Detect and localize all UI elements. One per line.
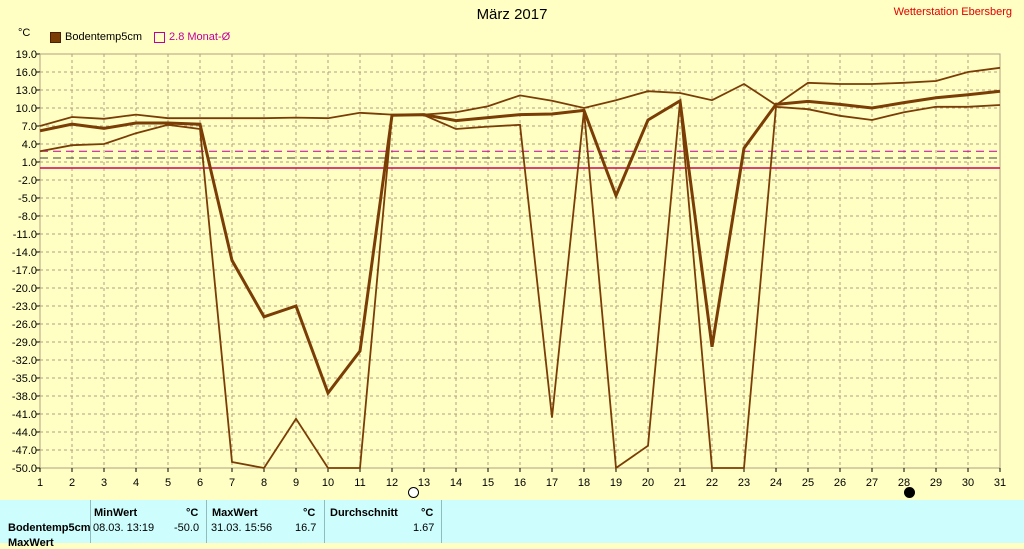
max-header: MaxWert [212, 507, 258, 519]
y-tick-label: 19.0 [16, 49, 37, 61]
max-value: 16.7 [295, 522, 317, 534]
legend-avg-label: 2.8 Monat-Ø [169, 31, 231, 43]
x-tick-label: 30 [962, 477, 974, 489]
x-tick-label: 13 [418, 477, 430, 489]
x-tick-label: 28 [898, 477, 910, 489]
stats-row-label: Bodentemp5cm [8, 522, 91, 534]
x-tick-label: 31 [994, 477, 1006, 489]
stats-next-row-label: MaxWert [8, 537, 54, 549]
y-tick-label: -38.0 [12, 391, 37, 403]
x-tick-label: 12 [386, 477, 398, 489]
x-tick-label: 15 [482, 477, 494, 489]
y-tick-label: -44.0 [12, 427, 37, 439]
full-moon-icon [408, 487, 419, 498]
y-tick-label: -11.0 [13, 229, 37, 241]
x-tick-label: 24 [770, 477, 782, 489]
y-tick-label: -32.0 [12, 355, 37, 367]
legend-series-label: Bodentemp5cm [65, 31, 143, 43]
y-tick-label: 4.0 [22, 139, 37, 151]
station-name: Wetterstation Ebersberg [893, 6, 1012, 18]
y-tick-label: -14.0 [12, 247, 37, 259]
x-tick-label: 21 [674, 477, 686, 489]
x-tick-label: 25 [802, 477, 814, 489]
legend-series-swatch [50, 31, 61, 43]
series-line-min [39, 101, 1001, 470]
y-axis-unit: °C [18, 27, 31, 39]
x-tick-label: 19 [610, 477, 622, 489]
y-tick-label: 10.0 [16, 103, 37, 115]
y-tick-label: -17.0 [12, 265, 37, 277]
x-tick-label: 26 [834, 477, 846, 489]
x-tick-label: 3 [101, 477, 107, 489]
x-tick-label: 22 [706, 477, 718, 489]
x-tick-label: 2 [69, 477, 75, 489]
series-line-max [39, 66, 1001, 127]
x-tick-label: 20 [642, 477, 654, 489]
x-tick-label: 9 [293, 477, 299, 489]
y-tick-label: -50.0 [12, 463, 37, 475]
x-tick-label: 23 [738, 477, 750, 489]
min-header: MinWert [94, 507, 138, 519]
x-tick-label: 7 [229, 477, 235, 489]
x-tick-label: 6 [197, 477, 203, 489]
y-tick-label: 16.0 [16, 67, 37, 79]
x-tick-label: 11 [354, 477, 365, 489]
y-tick-label: -23.0 [12, 301, 37, 313]
max-time: 31.03. 15:56 [211, 522, 273, 534]
avg-unit: °C [421, 507, 434, 519]
legend-avg-swatch [154, 31, 166, 43]
y-tick-label: 7.0 [22, 121, 37, 133]
avg-value: 1.67 [413, 522, 435, 534]
chart-title: März 2017 [476, 6, 548, 23]
x-tick-label: 10 [322, 477, 334, 489]
min-time: 08.03. 13:19 [93, 522, 155, 534]
max-unit: °C [303, 507, 316, 519]
y-tick-label: -35.0 [12, 373, 37, 385]
y-tick-label: -8.0 [18, 211, 37, 223]
x-tick-label: 18 [578, 477, 590, 489]
y-tick-label: -5.0 [18, 193, 37, 205]
min-unit: °C [186, 507, 199, 519]
y-tick-label: -2.0 [18, 175, 37, 187]
x-tick-label: 5 [165, 477, 171, 489]
x-tick-label: 1 [37, 477, 43, 489]
y-tick-label: -29.0 [12, 337, 37, 349]
min-value: -50.0 [174, 522, 200, 534]
y-tick-label: 13.0 [16, 85, 37, 97]
y-tick-label: -26.0 [12, 319, 37, 331]
y-tick-label: -41.0 [12, 409, 37, 421]
y-tick-label: -20.0 [12, 283, 37, 295]
x-tick-label: 29 [930, 477, 942, 489]
new-moon-icon [904, 487, 915, 498]
x-tick-label: 8 [261, 477, 267, 489]
x-tick-label: 17 [546, 477, 558, 489]
series-line-mean [39, 89, 1001, 397]
x-tick-label: 4 [133, 477, 139, 489]
stats-panel [0, 500, 1024, 543]
legend: Bodentemp5cm 2.8 Monat-Ø [50, 31, 230, 43]
avg-header: Durchschnitt [330, 507, 398, 519]
y-tick-label: 1.0 [22, 157, 37, 169]
y-tick-label: -47.0 [12, 445, 37, 457]
x-tick-label: 16 [514, 477, 526, 489]
x-tick-label: 14 [450, 477, 462, 489]
temperature-chart: 19.0 16.0 13.0 10.0 7.0 4.0 1.0 -2.0 -5.0 -8.0 -11… [12, 49, 1006, 489]
x-tick-label: 27 [866, 477, 878, 489]
